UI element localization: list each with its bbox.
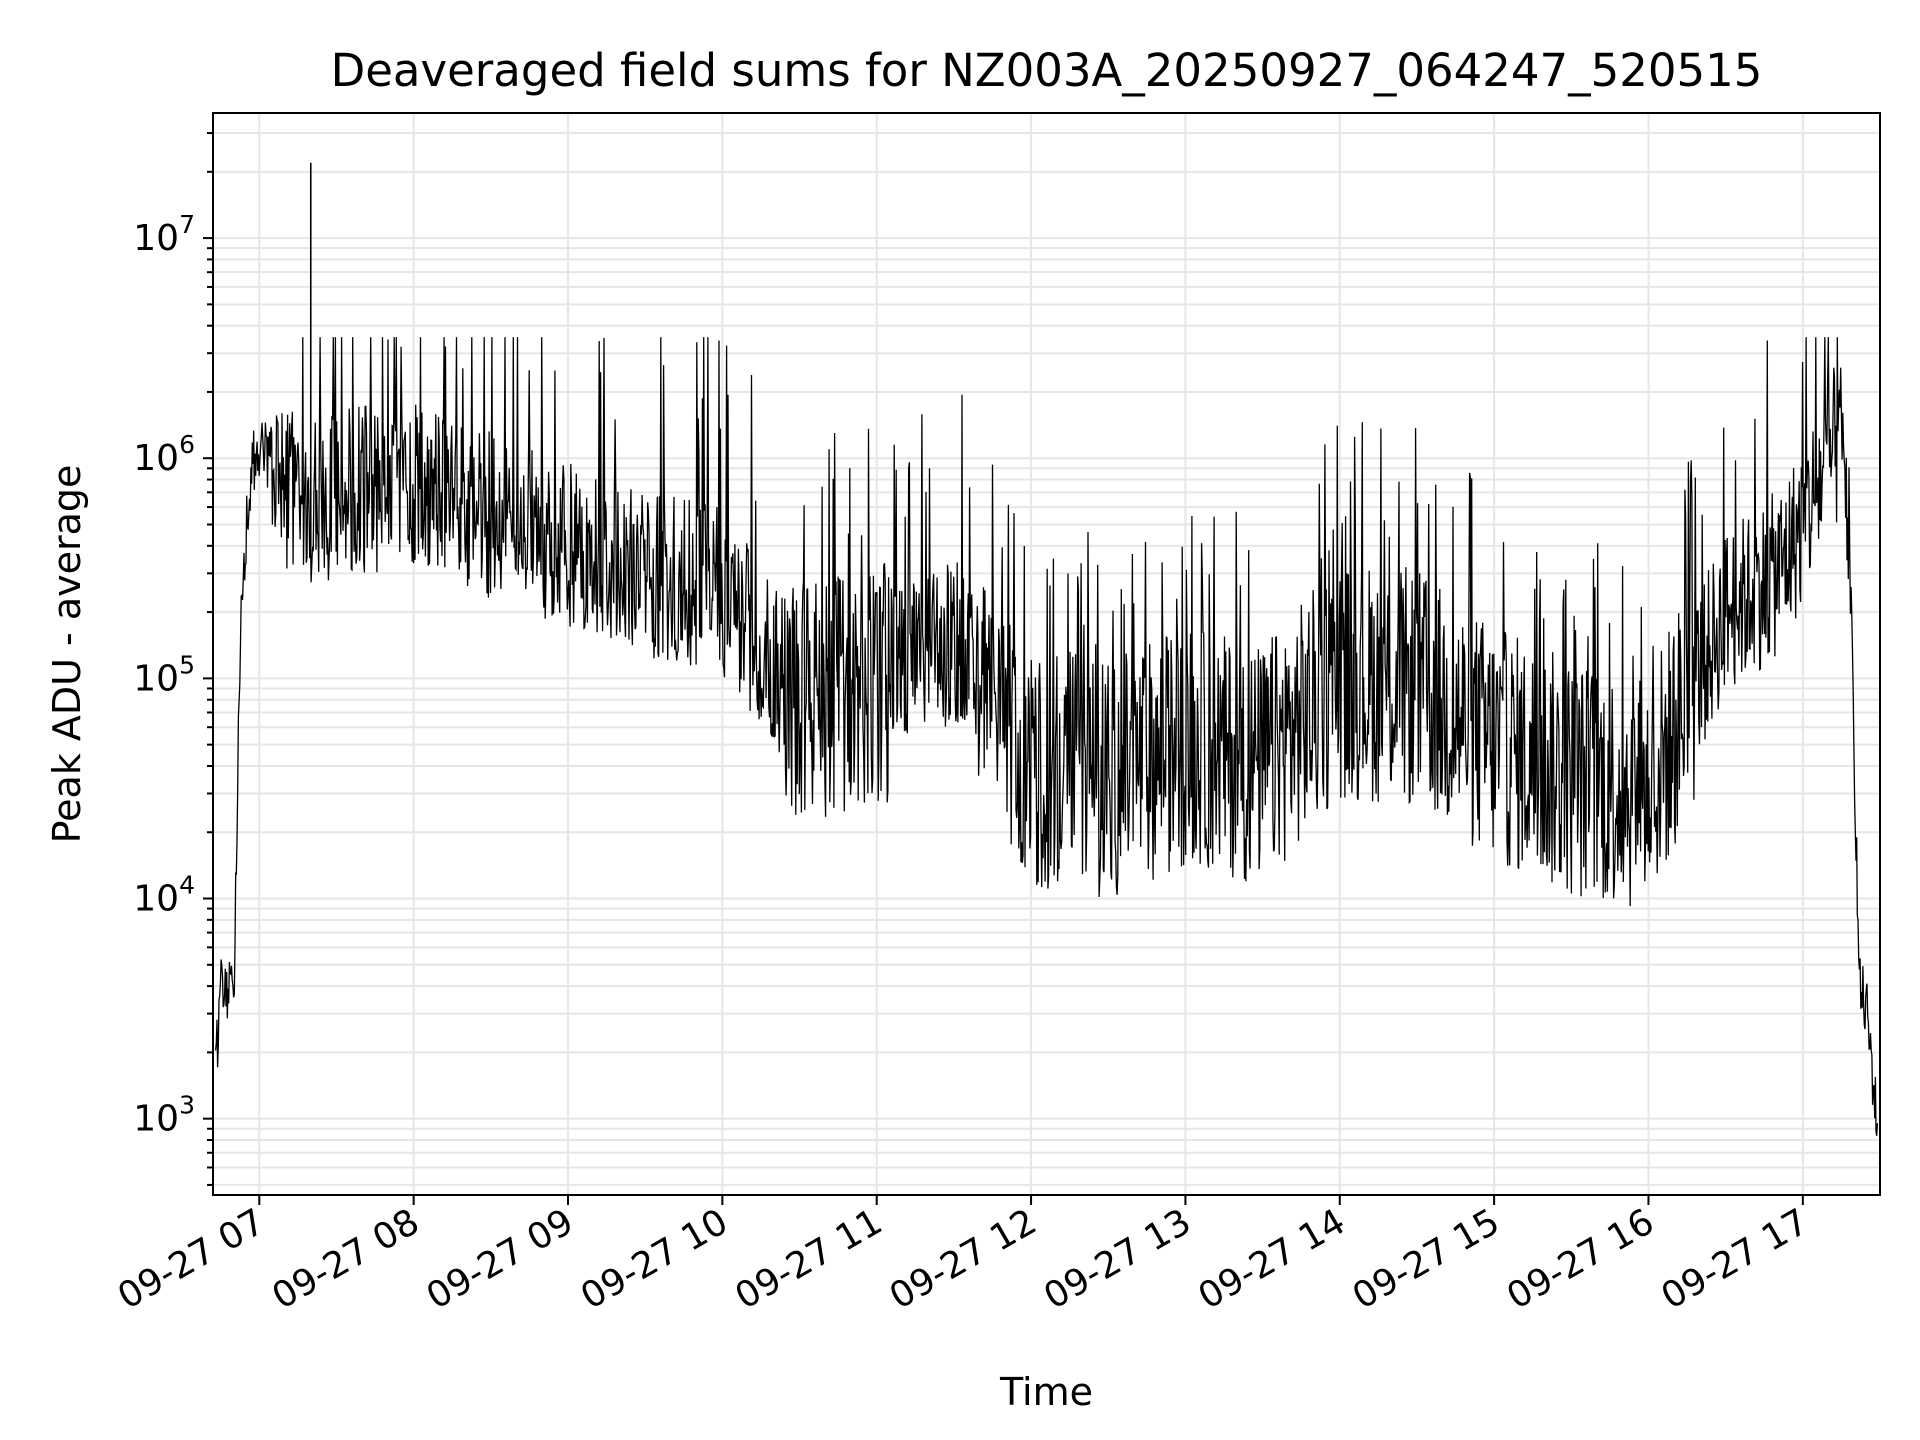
- series-line: [214, 337, 1879, 1136]
- x-tick-label: 09-27 08: [265, 1201, 426, 1317]
- plot-area: [212, 112, 1881, 1196]
- y-tick-label: 105: [133, 650, 195, 699]
- x-tick-label: 09-27 11: [729, 1201, 890, 1317]
- y-tick-exponent: 7: [179, 210, 195, 239]
- data-series: [214, 162, 1879, 1136]
- chart-title: Deaveraged field sums for NZ003A_2025092…: [331, 44, 1763, 97]
- y-tick-base: 10: [133, 218, 179, 259]
- x-tick-label: 09-27 14: [1192, 1201, 1353, 1317]
- y-tick-label: 107: [133, 210, 195, 259]
- y-tick-exponent: 3: [179, 1091, 195, 1120]
- x-axis-label: Time: [999, 1370, 1093, 1414]
- y-tick-base: 10: [133, 438, 179, 479]
- y-tick-base: 10: [133, 879, 179, 920]
- x-tick-label: 09-27 17: [1655, 1201, 1816, 1317]
- x-tick-label: 09-27 15: [1346, 1201, 1507, 1317]
- y-tick-exponent: 6: [179, 430, 195, 459]
- y-tick-exponent: 4: [179, 871, 195, 900]
- y-tick-exponent: 5: [179, 650, 195, 679]
- y-axis-label: Peak ADU - average: [45, 465, 89, 844]
- x-tick-label: 09-27 13: [1037, 1201, 1198, 1317]
- x-tick-label: 09-27 12: [883, 1201, 1044, 1317]
- y-tick-base: 10: [133, 658, 179, 699]
- x-tick-label: 09-27 07: [111, 1201, 272, 1317]
- x-tick-label: 09-27 16: [1500, 1201, 1661, 1317]
- x-tick-label: 09-27 10: [574, 1201, 735, 1317]
- y-tick-label: 104: [133, 871, 195, 920]
- y-tick-base: 10: [133, 1099, 179, 1140]
- y-tick-label: 106: [133, 430, 195, 479]
- y-tick-label: 103: [133, 1091, 195, 1140]
- x-tick-label: 09-27 09: [420, 1201, 581, 1317]
